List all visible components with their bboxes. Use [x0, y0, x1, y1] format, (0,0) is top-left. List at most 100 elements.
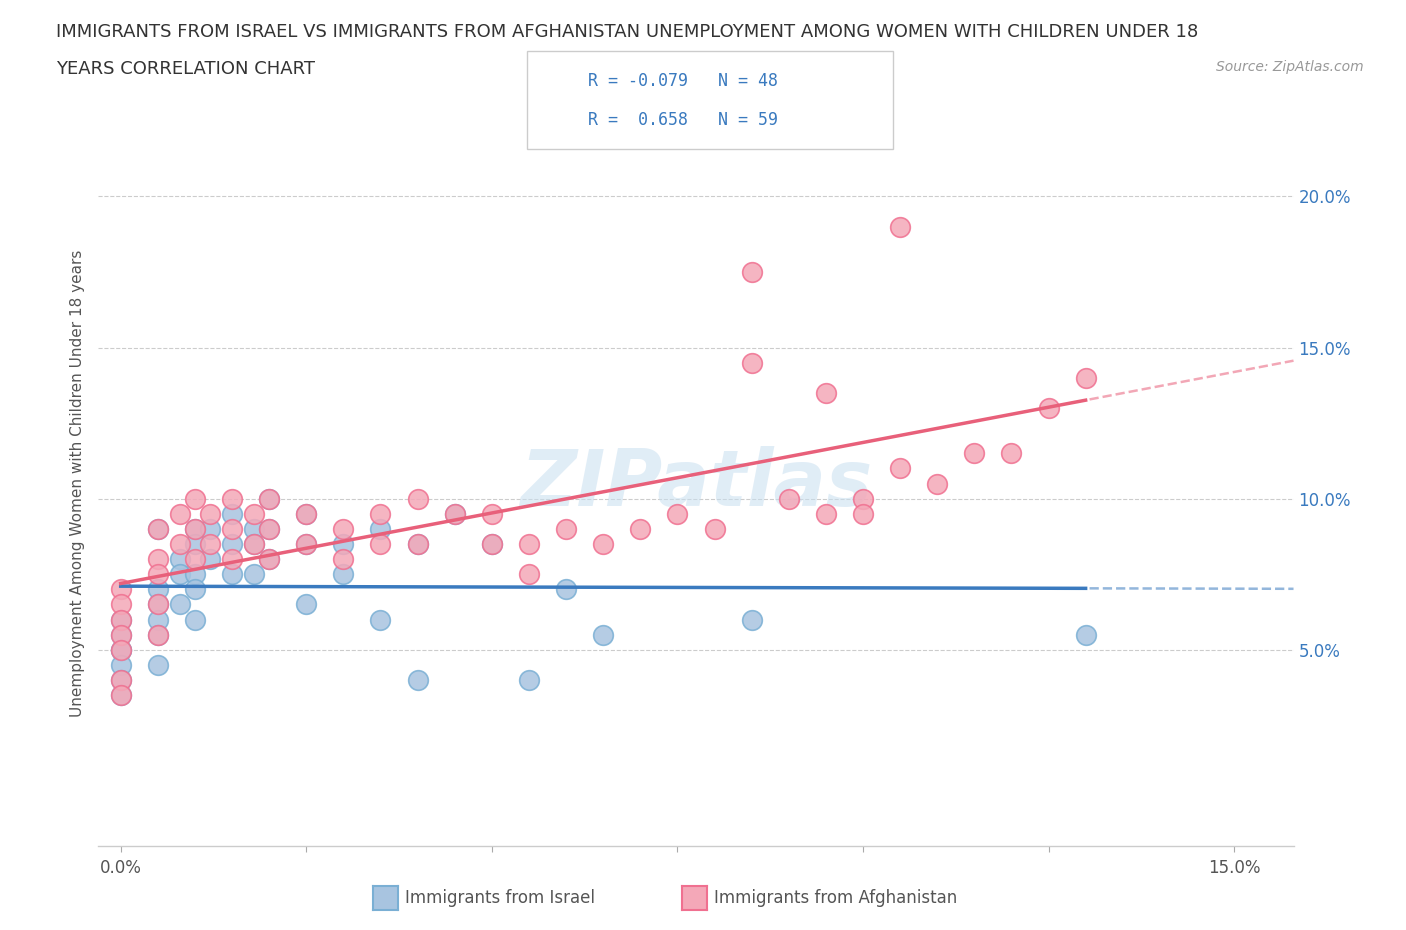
Point [481, 537, 503, 551]
Point [146, 597, 169, 612]
Point [221, 506, 243, 521]
Point [332, 537, 354, 551]
Point [243, 567, 266, 582]
Point [852, 506, 875, 521]
Point [198, 537, 221, 551]
Point [481, 537, 503, 551]
Point [169, 551, 191, 566]
Point [257, 522, 280, 537]
Point [257, 491, 280, 506]
Text: YEARS CORRELATION CHART: YEARS CORRELATION CHART [56, 60, 315, 78]
Y-axis label: Unemployment Among Women with Children Under 18 years: Unemployment Among Women with Children U… [69, 250, 84, 717]
Point [243, 506, 266, 521]
Point [443, 506, 465, 521]
Point [555, 582, 578, 597]
Point [243, 522, 266, 537]
Point [110, 612, 132, 627]
Point [814, 385, 837, 400]
Point [332, 522, 354, 537]
Point [184, 491, 207, 506]
Point [221, 551, 243, 566]
Point [184, 522, 207, 537]
Point [184, 567, 207, 582]
Point [481, 506, 503, 521]
Point [1038, 401, 1060, 416]
Point [257, 551, 280, 566]
Point [110, 672, 132, 687]
Point [852, 491, 875, 506]
Point [221, 567, 243, 582]
Point [741, 612, 763, 627]
Text: Source: ZipAtlas.com: Source: ZipAtlas.com [1216, 60, 1364, 74]
Point [332, 567, 354, 582]
Point [110, 643, 132, 658]
Point [169, 506, 191, 521]
Point [110, 597, 132, 612]
Point [110, 628, 132, 643]
Point [110, 643, 132, 658]
Point [184, 551, 207, 566]
Text: ZIPatlas: ZIPatlas [520, 445, 872, 522]
Point [110, 628, 132, 643]
Point [110, 643, 132, 658]
Point [406, 672, 429, 687]
Point [146, 628, 169, 643]
Point [295, 506, 318, 521]
Point [110, 688, 132, 703]
Point [927, 476, 949, 491]
Point [110, 672, 132, 687]
Point [443, 506, 465, 521]
Point [517, 672, 540, 687]
Point [243, 537, 266, 551]
Point [370, 612, 392, 627]
Point [110, 658, 132, 672]
Point [889, 219, 911, 234]
Point [517, 537, 540, 551]
Point [406, 537, 429, 551]
Point [555, 522, 578, 537]
Point [370, 522, 392, 537]
Point [666, 506, 689, 521]
Point [184, 522, 207, 537]
Point [221, 537, 243, 551]
Point [703, 522, 725, 537]
Text: Immigrants from Israel: Immigrants from Israel [405, 889, 595, 908]
Point [146, 567, 169, 582]
Point [198, 551, 221, 566]
Point [243, 537, 266, 551]
Point [592, 537, 614, 551]
Point [1000, 445, 1022, 460]
Point [406, 491, 429, 506]
Point [169, 597, 191, 612]
Point [198, 506, 221, 521]
Point [169, 537, 191, 551]
Point [257, 491, 280, 506]
Point [406, 537, 429, 551]
Point [184, 612, 207, 627]
Point [332, 551, 354, 566]
Point [741, 264, 763, 279]
Point [1074, 370, 1097, 385]
Point [184, 537, 207, 551]
Point [1074, 628, 1097, 643]
Point [778, 491, 800, 506]
Point [221, 522, 243, 537]
Point [146, 612, 169, 627]
Point [628, 522, 651, 537]
Point [741, 355, 763, 370]
Point [295, 597, 318, 612]
Point [257, 551, 280, 566]
Point [198, 522, 221, 537]
Text: R = -0.079   N = 48: R = -0.079 N = 48 [588, 72, 778, 90]
Text: IMMIGRANTS FROM ISRAEL VS IMMIGRANTS FROM AFGHANISTAN UNEMPLOYMENT AMONG WOMEN W: IMMIGRANTS FROM ISRAEL VS IMMIGRANTS FRO… [56, 23, 1198, 41]
Point [295, 506, 318, 521]
Point [257, 522, 280, 537]
Point [517, 567, 540, 582]
Point [110, 582, 132, 597]
Point [169, 567, 191, 582]
Point [146, 551, 169, 566]
Point [592, 628, 614, 643]
Point [110, 688, 132, 703]
Point [295, 537, 318, 551]
Point [146, 522, 169, 537]
